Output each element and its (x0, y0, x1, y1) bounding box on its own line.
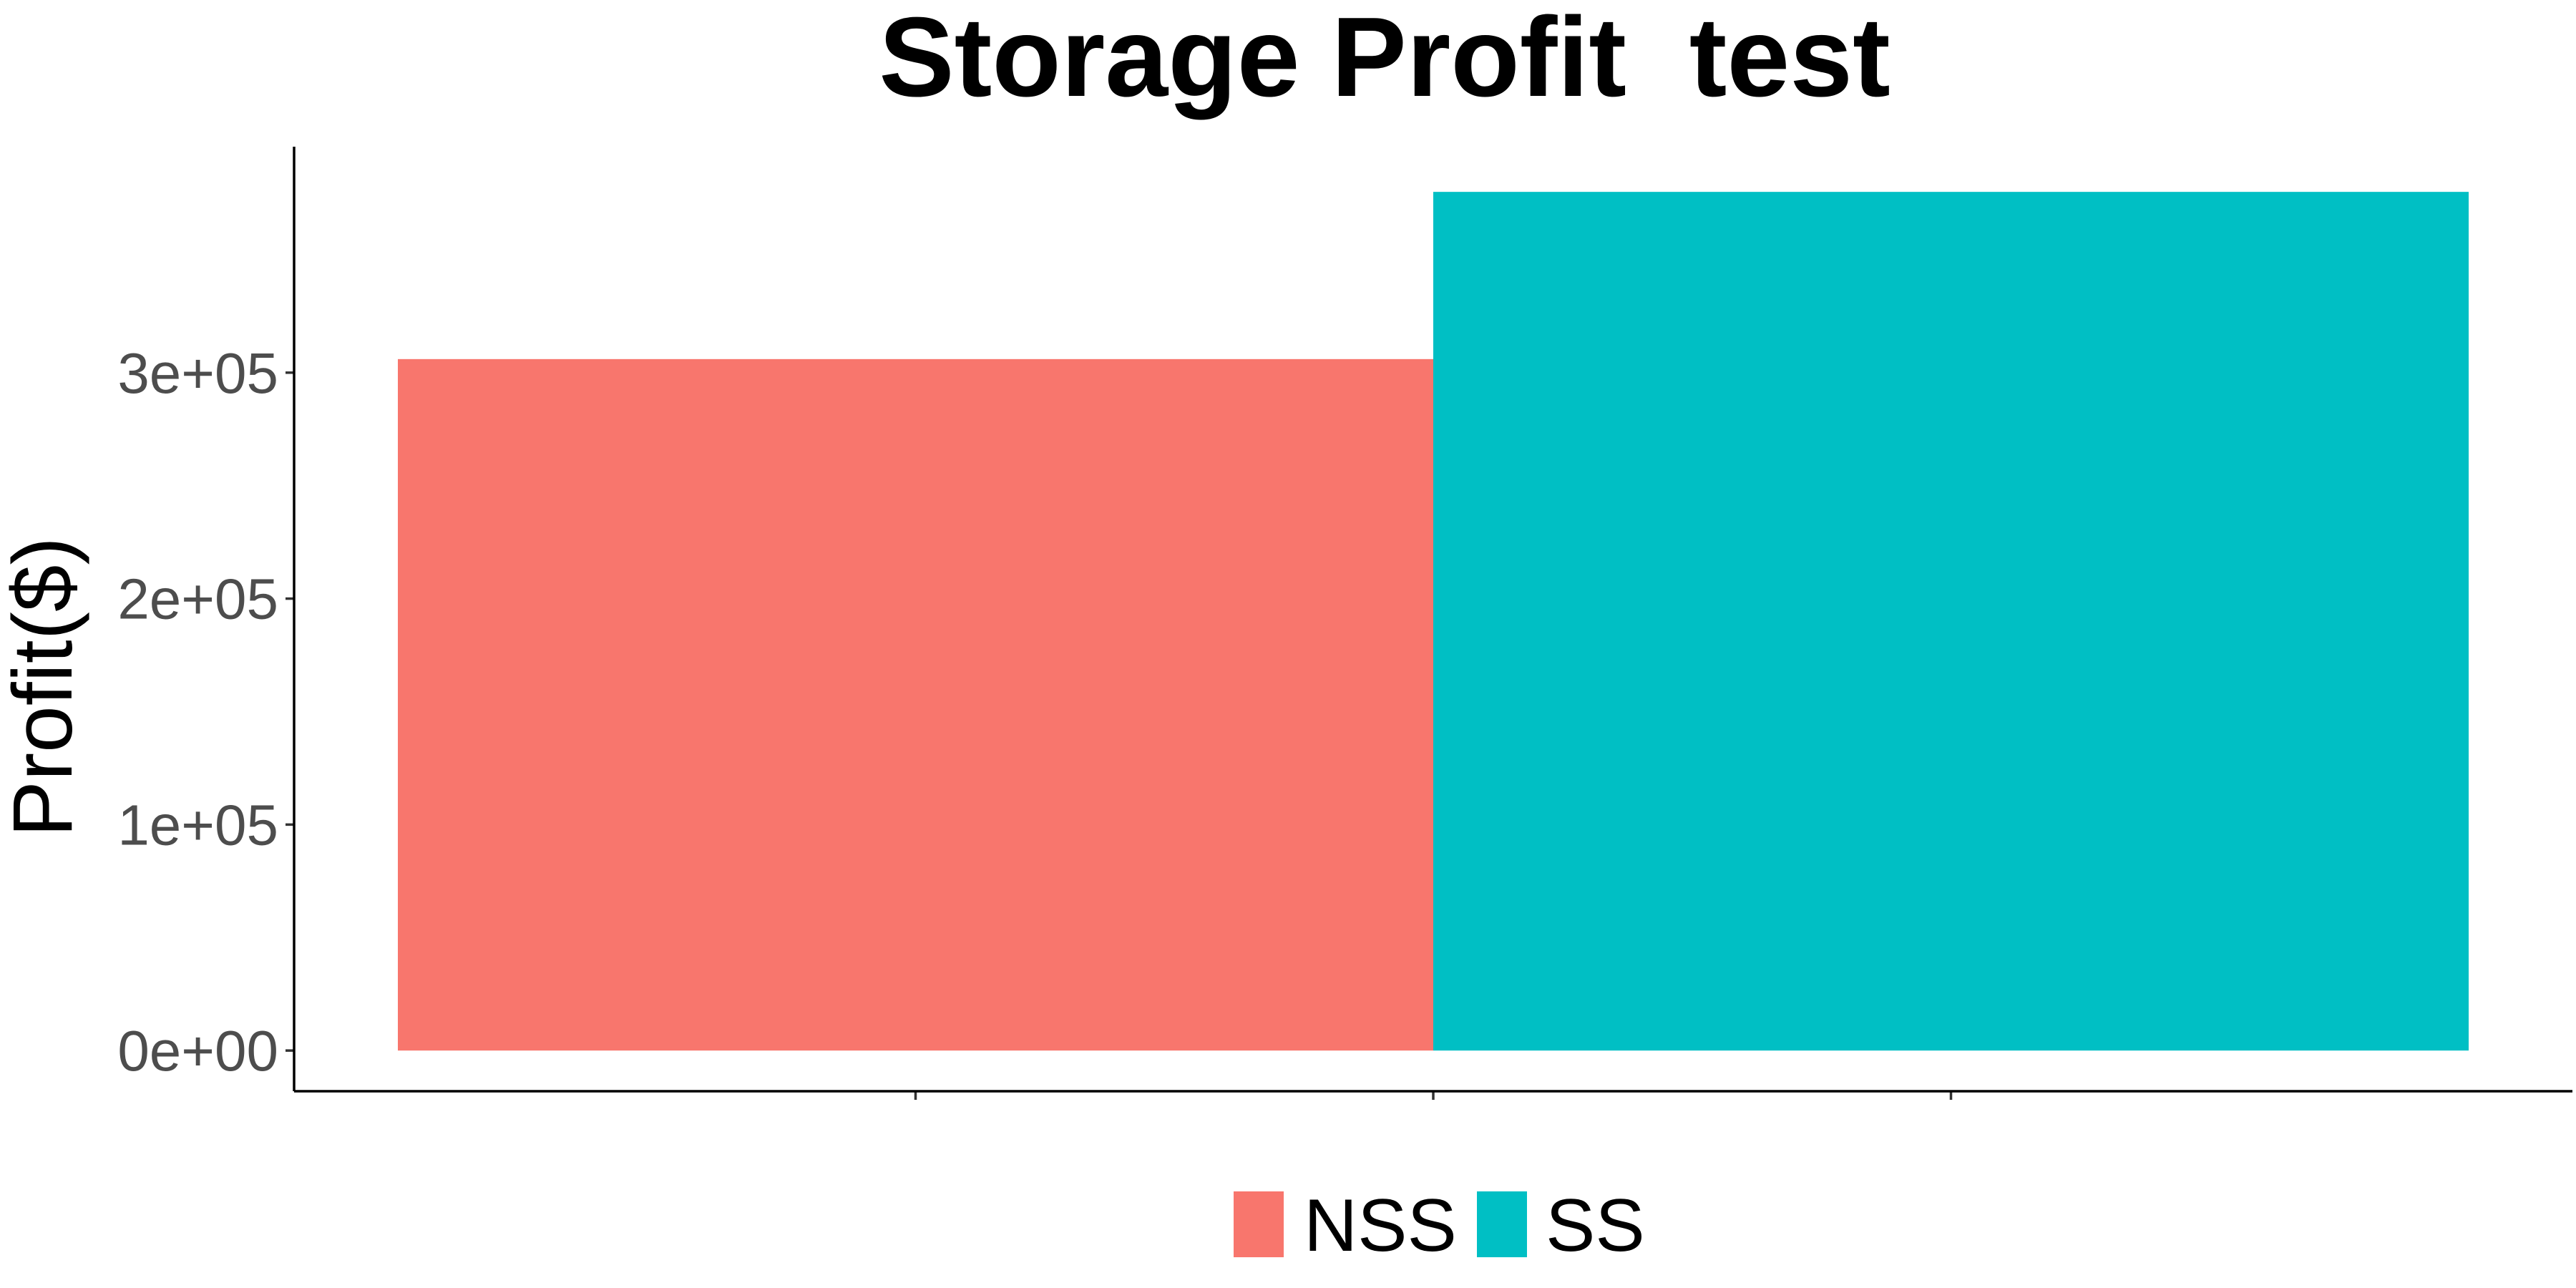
legend-key-nss (1234, 1191, 1284, 1257)
y-tick-label: 2e+05 (117, 567, 278, 631)
y-tick-label: 1e+05 (117, 793, 278, 857)
y-tick-label: 3e+05 (117, 341, 278, 405)
y-tick-label: 0e+00 (117, 1019, 278, 1083)
legend-label-ss: SS (1546, 1184, 1645, 1267)
y-axis-ticks: 0e+00 1e+05 2e+05 3e+05 (117, 341, 294, 1083)
y-axis-title: Profit($) (0, 537, 90, 837)
bars-group (398, 192, 2469, 1051)
legend-label-nss: NSS (1304, 1184, 1457, 1267)
x-axis-ticks (914, 1091, 1953, 1100)
chart-title: Storage Profit test (879, 0, 1890, 120)
bar-nss (398, 358, 1433, 1051)
bar-ss (1433, 192, 2469, 1051)
legend-key-ss (1477, 1191, 1527, 1257)
legend: NSS SS (1234, 1184, 1645, 1267)
